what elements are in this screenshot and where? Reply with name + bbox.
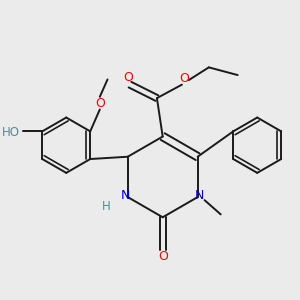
Text: H: H (102, 200, 111, 213)
Text: HO: HO (2, 126, 20, 139)
Text: O: O (95, 97, 105, 110)
Text: O: O (179, 72, 189, 86)
Text: N: N (121, 189, 130, 202)
Text: O: O (158, 250, 168, 263)
Text: O: O (123, 71, 133, 84)
Text: N: N (195, 189, 204, 202)
